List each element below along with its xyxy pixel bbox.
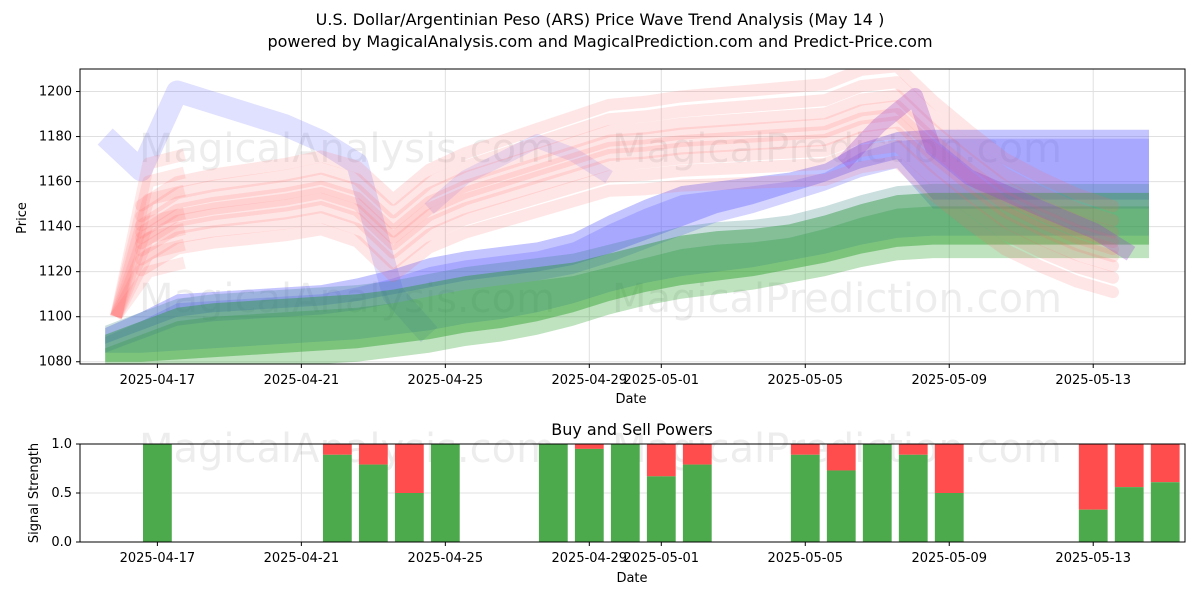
chart-title-line2: powered by MagicalAnalysis.com and Magic…	[267, 32, 932, 51]
red-wave-line	[135, 139, 1120, 284]
sell-bar	[1150, 444, 1180, 483]
x-tick-label: 2025-04-21	[264, 551, 340, 566]
x-tick-label: 2025-05-01	[624, 551, 700, 566]
x-tick-label: 2025-04-25	[408, 373, 484, 388]
green-band	[105, 206, 1150, 364]
y-tick-label: 0.5	[51, 486, 72, 501]
buy-bar	[826, 470, 856, 542]
sell-bar	[322, 444, 352, 455]
y-tick-label: 1200	[39, 85, 72, 100]
buy-bar	[1078, 509, 1108, 542]
red-wave-line	[110, 184, 186, 319]
price-axes-frame	[79, 68, 1186, 365]
price-plot: MagicalAnalysis.com MagicalPrediction.com…	[39, 68, 1186, 388]
y-tick-label: 1140	[39, 220, 72, 235]
sell-bar	[646, 444, 676, 477]
sell-bar	[574, 444, 604, 449]
buy-bar	[790, 454, 820, 542]
buy-bar	[142, 444, 172, 542]
red-wave-line	[135, 155, 1120, 299]
red-wave-line	[110, 148, 186, 318]
x-tick-label: 2025-05-05	[767, 373, 843, 388]
sell-bar	[790, 444, 820, 455]
red-wave-line	[135, 100, 1120, 248]
watermark-text: MagicalAnalysis.com	[139, 276, 555, 322]
x-tick-label: 2025-05-09	[911, 373, 987, 388]
red-wave-line	[135, 108, 1120, 256]
purple-wave-line	[837, 88, 1136, 261]
red-wave-line	[110, 207, 186, 319]
signal-plot: MagicalAnalysis.comMagicalPrediction.com…	[51, 426, 1186, 566]
x-tick-label: 2025-04-17	[120, 373, 196, 388]
buy-bar	[358, 464, 388, 542]
blue-band	[105, 138, 1150, 353]
buy-bar	[862, 444, 892, 542]
sell-bar	[1114, 444, 1144, 488]
red-wave-line	[135, 126, 1120, 272]
x-tick-label: 2025-05-13	[1055, 373, 1131, 388]
buy-bar	[394, 493, 424, 542]
y-tick-label: 1160	[39, 175, 72, 190]
signal-x-axis-label: Date	[616, 571, 647, 586]
red-wave-line	[111, 256, 186, 321]
y-tick-label: 1120	[39, 265, 72, 280]
sell-bar	[394, 444, 424, 493]
watermark-text: MagicalAnalysis.com	[139, 126, 555, 172]
buy-bar	[610, 444, 640, 542]
buy-bar	[682, 464, 712, 542]
y-tick-label: 1180	[39, 130, 72, 145]
watermark-text: MagicalPrediction.com	[612, 276, 1062, 322]
teal-band	[105, 183, 1150, 353]
red-wave-line	[135, 116, 1120, 263]
price-y-axis-label: Price	[15, 202, 30, 234]
buy-bar	[574, 448, 604, 542]
blue-wave-line	[424, 134, 613, 214]
buy-bar	[1114, 487, 1144, 542]
sell-bar	[898, 444, 928, 455]
x-tick-label: 2025-04-29	[552, 551, 628, 566]
sell-bar	[934, 444, 964, 493]
signal-chart-title: Buy and Sell Powers	[551, 420, 713, 439]
y-tick-label: 1.0	[51, 437, 72, 452]
buy-bar	[538, 444, 568, 542]
buy-bar	[322, 454, 352, 542]
sell-bar	[358, 444, 388, 465]
watermark-text: MagicalPrediction.com	[612, 126, 1062, 172]
sell-bar	[1078, 444, 1108, 510]
x-tick-label: 2025-05-13	[1055, 551, 1131, 566]
signal-y-axis-label: Signal Strength	[27, 443, 42, 543]
y-tick-label: 1080	[39, 355, 72, 370]
buy-bar	[898, 454, 928, 542]
y-tick-label: 0.0	[51, 535, 72, 550]
red-wave-line	[110, 223, 186, 319]
buy-bar	[1150, 482, 1180, 542]
buy-bar	[430, 444, 460, 542]
blue-band	[105, 129, 1150, 344]
buy-bar	[934, 493, 964, 542]
x-tick-label: 2025-04-17	[120, 551, 196, 566]
red-wave-line	[135, 76, 1120, 227]
blue-wave-line	[97, 80, 438, 343]
red-wave-line	[135, 69, 1120, 213]
x-tick-label: 2025-05-01	[624, 373, 700, 388]
green-band	[105, 192, 1150, 362]
x-tick-label: 2025-05-05	[767, 551, 843, 566]
x-tick-label: 2025-04-21	[264, 373, 340, 388]
red-wave-line	[135, 89, 1120, 239]
x-tick-label: 2025-04-29	[552, 373, 628, 388]
y-tick-label: 1100	[39, 310, 72, 325]
price-x-axis-label: Date	[615, 392, 646, 407]
sell-bar	[682, 444, 712, 465]
buy-bar	[646, 476, 676, 542]
red-wave-line	[110, 166, 186, 319]
red-wave-line	[110, 238, 186, 320]
x-tick-label: 2025-05-09	[911, 551, 987, 566]
chart-title-line1: U.S. Dollar/Argentinian Peso (ARS) Price…	[316, 10, 885, 29]
price-plot-area	[97, 69, 1150, 364]
sell-bar	[826, 444, 856, 471]
x-tick-label: 2025-04-25	[408, 551, 484, 566]
